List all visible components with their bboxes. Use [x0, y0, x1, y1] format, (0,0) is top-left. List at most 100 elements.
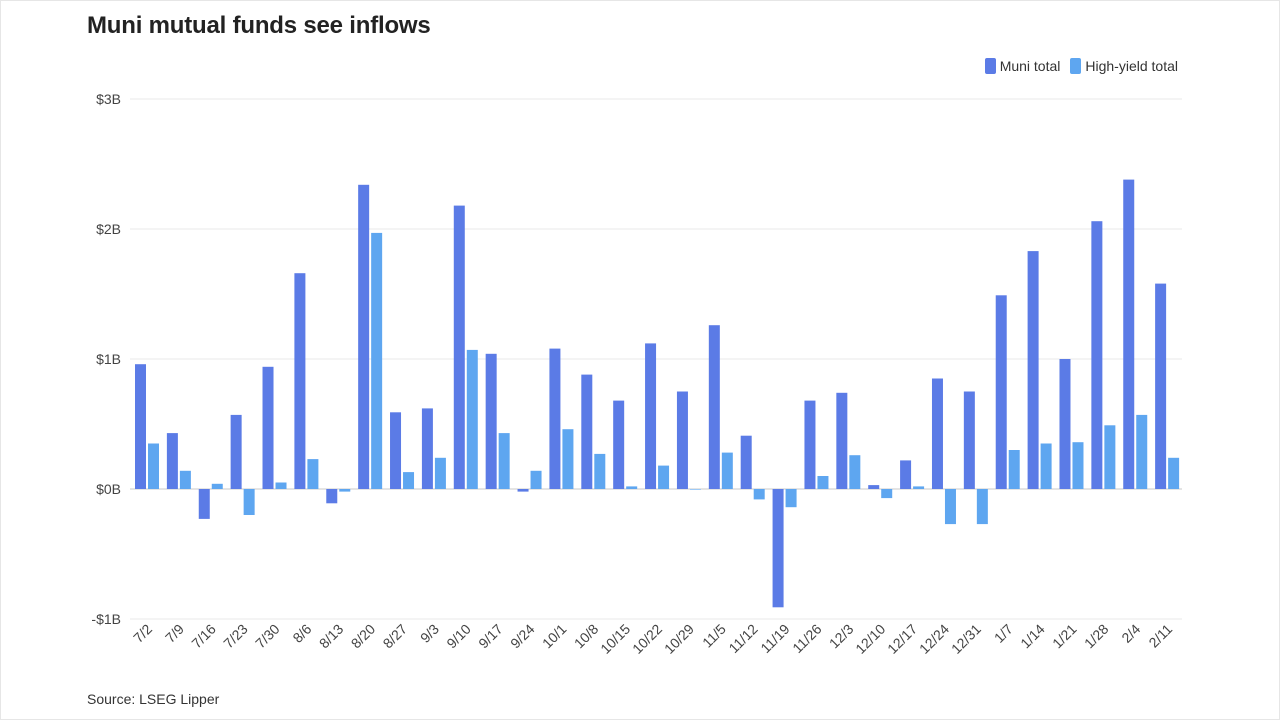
bar-muni [326, 489, 338, 504]
bar-high-yield [179, 470, 191, 489]
bar-high-yield [594, 453, 606, 489]
bar-muni [868, 485, 880, 489]
x-tick-label: 9/24 [507, 621, 538, 652]
bar-high-yield [466, 349, 478, 489]
x-tick-label: 9/10 [443, 621, 474, 652]
x-tick-label: 12/10 [852, 621, 888, 657]
x-tick-label: 12/31 [948, 621, 984, 657]
bar-muni [645, 343, 657, 489]
bar-high-yield [626, 486, 638, 489]
legend-swatch-muni [984, 58, 996, 74]
bar-muni [294, 273, 306, 489]
bar-muni [549, 348, 561, 489]
bar-high-yield [753, 489, 765, 500]
x-tick-label: 10/29 [661, 621, 697, 657]
y-tick-label: -$1B [91, 611, 121, 627]
bar-high-yield [434, 457, 446, 489]
bar-high-yield [403, 472, 415, 489]
bar-muni [676, 391, 688, 489]
bar-muni [995, 295, 1007, 489]
legend-item-high-yield: High-yield total [1070, 58, 1178, 74]
bar-muni [1027, 251, 1039, 489]
x-tick-label: 1/21 [1049, 621, 1080, 652]
x-tick-label: 10/15 [597, 621, 633, 657]
bar-high-yield [1136, 414, 1148, 489]
bar-muni [135, 364, 146, 489]
bar-high-yield [689, 489, 701, 490]
bar-muni [1155, 283, 1167, 489]
bar-high-yield [1104, 425, 1116, 489]
bar-muni [804, 400, 816, 489]
y-tick-label: $3B [96, 91, 121, 107]
bar-muni [358, 184, 370, 490]
bar-muni [1123, 179, 1135, 489]
x-tick-label: 2/4 [1118, 621, 1143, 646]
x-tick-label: 7/16 [188, 621, 219, 652]
bar-high-yield [371, 232, 383, 489]
legend: Muni total High-yield total [984, 58, 1178, 74]
x-tick-label: 12/24 [916, 621, 952, 657]
bar-high-yield [307, 459, 319, 489]
bar-muni [836, 392, 848, 489]
bar-high-yield [562, 429, 574, 489]
bar-high-yield [339, 489, 351, 492]
x-tick-label: 9/17 [475, 621, 506, 652]
bar-muni [198, 489, 210, 519]
bar-high-yield [1168, 457, 1180, 489]
y-tick-label: $1B [96, 351, 121, 367]
bar-muni [166, 433, 178, 489]
x-tick-label: 8/13 [316, 621, 347, 652]
x-tick-label: 2/11 [1145, 621, 1175, 651]
bar-muni [900, 460, 912, 489]
bar-high-yield [721, 452, 733, 489]
y-tick-label: $2B [96, 221, 121, 237]
x-tick-label: 11/12 [725, 621, 761, 657]
x-tick-label: 8/20 [348, 621, 379, 652]
x-tick-label: 7/2 [130, 621, 155, 646]
bar-muni [230, 414, 242, 489]
bar-high-yield [849, 455, 861, 489]
x-tick-label: 12/3 [826, 621, 857, 652]
bar-muni [708, 325, 720, 489]
bar-high-yield [817, 476, 829, 489]
bar-muni [1059, 359, 1071, 489]
bar-high-yield [785, 489, 797, 508]
y-tick-label: $0B [96, 481, 121, 497]
x-tick-label: 1/7 [991, 621, 1016, 646]
x-tick-label: 9/3 [417, 621, 442, 646]
bar-muni [931, 378, 943, 489]
bar-muni [613, 400, 625, 489]
x-tick-label: 10/22 [629, 621, 665, 657]
bar-muni [963, 391, 975, 489]
bar-high-yield [976, 489, 988, 525]
legend-swatch-high-yield [1070, 58, 1082, 74]
legend-item-muni: Muni total [984, 58, 1061, 74]
bar-high-yield [211, 483, 223, 489]
bar-high-yield [658, 465, 670, 489]
x-tick-label: 7/23 [220, 621, 251, 652]
bar-high-yield [1072, 442, 1084, 489]
x-tick-label: 11/26 [789, 621, 825, 657]
bar-muni [421, 408, 433, 489]
bar-muni [772, 489, 784, 608]
x-tick-label: 11/19 [757, 621, 793, 657]
bar-muni [740, 435, 752, 489]
bar-muni [1091, 221, 1103, 489]
bar-high-yield [1040, 443, 1052, 489]
bar-muni [517, 489, 529, 492]
x-tick-label: 7/30 [252, 621, 283, 652]
bar-high-yield [881, 489, 893, 499]
x-tick-label: 8/27 [380, 621, 411, 652]
bar-muni [262, 366, 274, 489]
x-tick-label: 10/8 [571, 621, 602, 652]
legend-label-muni: Muni total [999, 58, 1061, 74]
bar-high-yield [275, 482, 287, 489]
bar-high-yield [243, 489, 255, 515]
bar-muni [581, 374, 593, 489]
bar-high-yield [530, 470, 542, 489]
bar-muni [390, 412, 402, 489]
x-tick-label: 1/14 [1017, 621, 1048, 652]
x-tick-label: 7/9 [162, 621, 187, 646]
x-tick-label: 1/28 [1081, 621, 1112, 652]
legend-label-high-yield: High-yield total [1085, 58, 1178, 74]
